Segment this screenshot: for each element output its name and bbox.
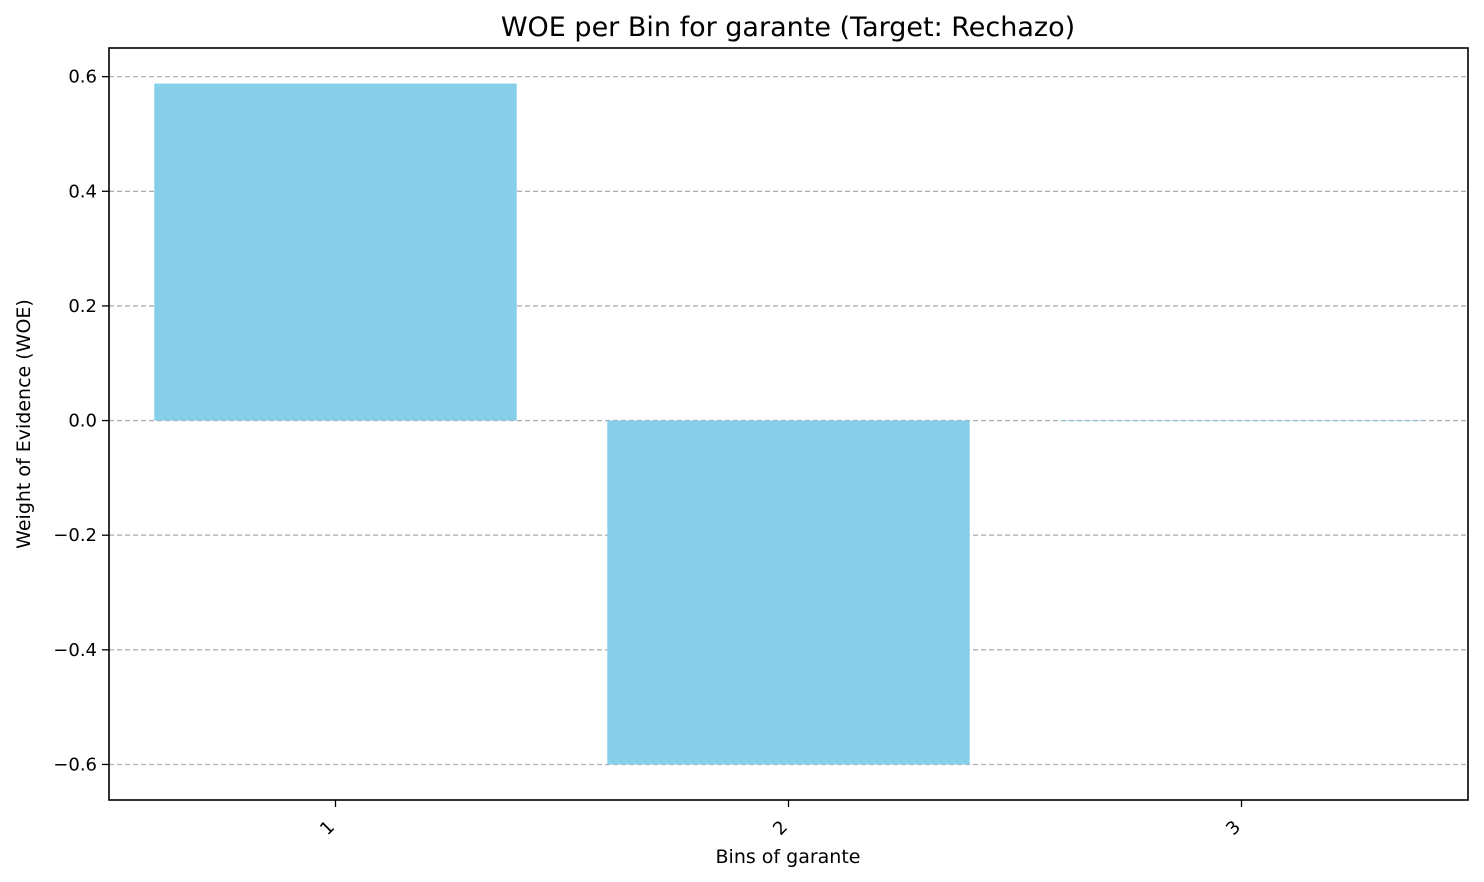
x-tick-label: 2: [769, 817, 792, 840]
x-axis-label: Bins of garante: [716, 846, 861, 868]
y-tick-label: −0.6: [53, 754, 97, 775]
y-tick-label: 0.2: [68, 296, 97, 317]
chart-title: WOE per Bin for garante (Target: Rechazo…: [501, 12, 1075, 43]
bars: [154, 83, 1423, 765]
x-axis-ticks: 1 2 3: [316, 800, 1245, 840]
bar-3: [1060, 420, 1423, 422]
y-tick-label: 0.0: [68, 411, 97, 432]
y-tick-label: 0.4: [68, 181, 97, 202]
y-axis-ticks: 0.6 0.4 0.2 0.0 −0.2 −0.4 −0.6: [53, 67, 109, 775]
y-tick-label: −0.2: [53, 525, 97, 546]
x-tick-label: 3: [1222, 817, 1245, 840]
y-axis-label: Weight of Evidence (WOE): [13, 299, 35, 549]
y-tick-label: −0.4: [53, 640, 97, 661]
bar-1: [154, 83, 517, 421]
y-tick-label: 0.6: [68, 67, 97, 88]
x-tick-label: 1: [316, 817, 339, 840]
bar-2: [607, 420, 970, 765]
